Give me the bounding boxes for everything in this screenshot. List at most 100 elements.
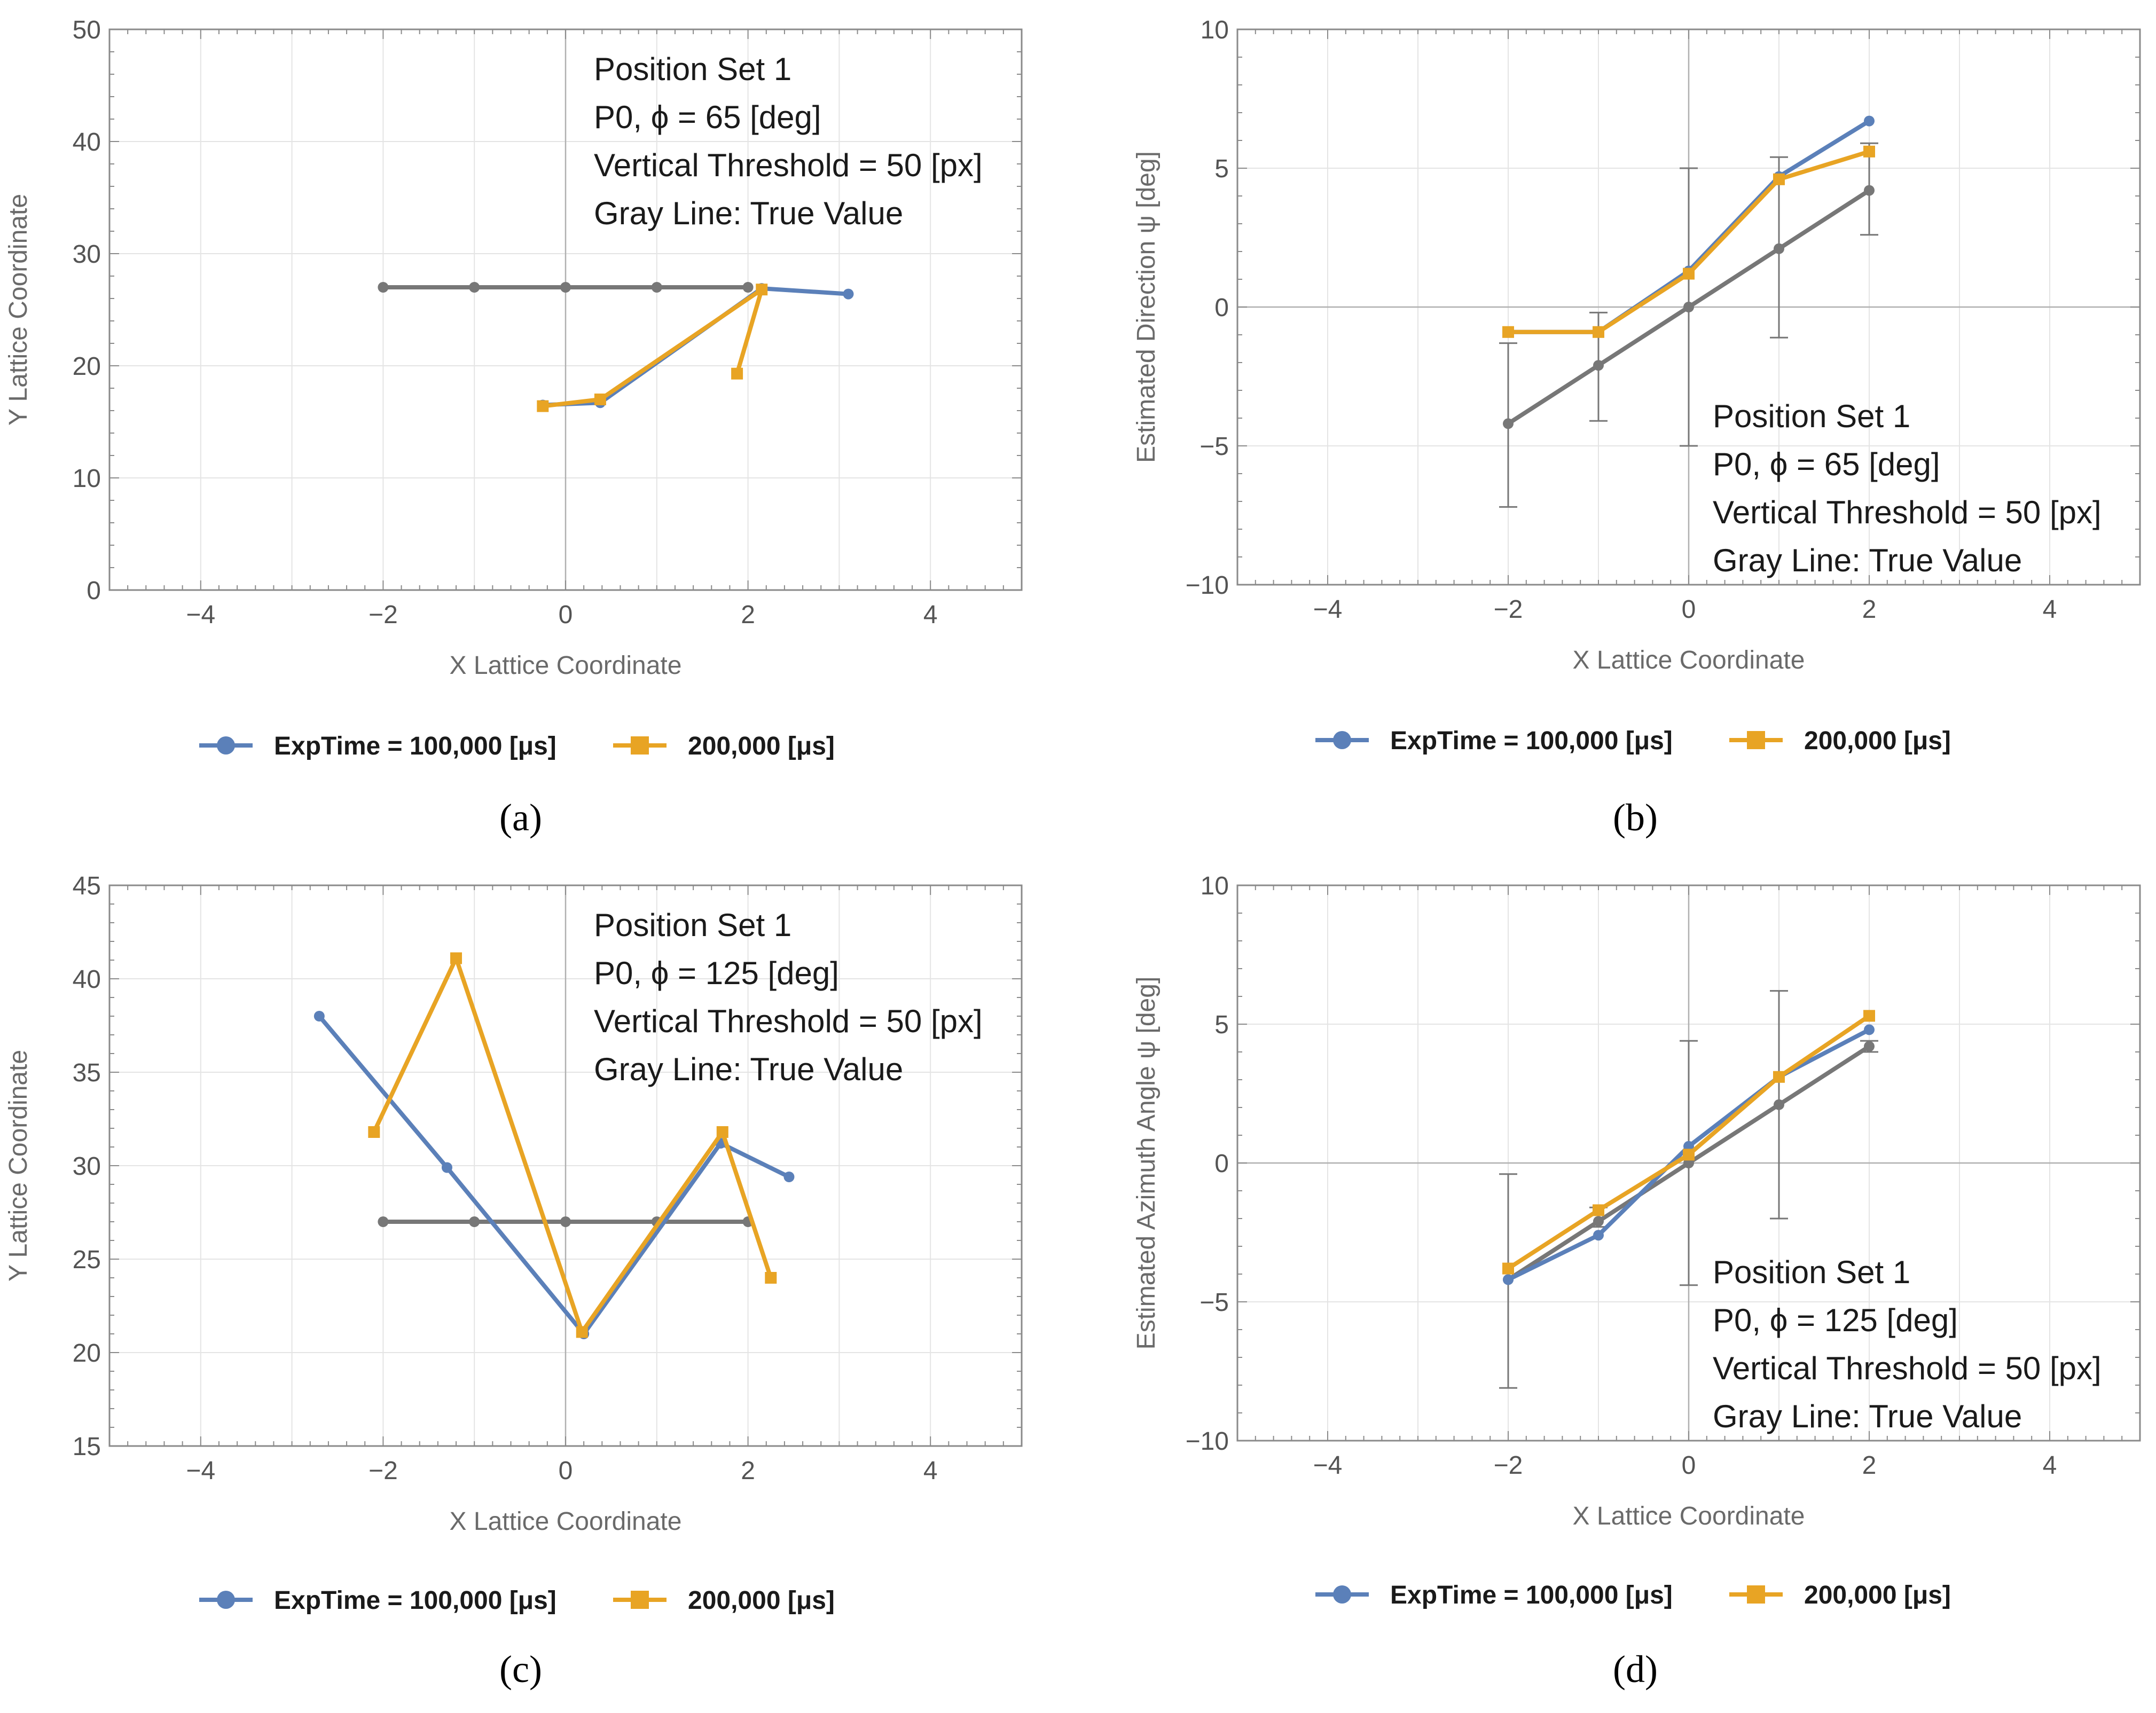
data-point-series2 — [716, 1126, 728, 1138]
data-point-series2 — [731, 367, 743, 380]
data-point-series1 — [1503, 1274, 1514, 1285]
data-point-series1 — [783, 1172, 795, 1182]
x-tick-label: −4 — [1313, 1451, 1343, 1480]
legend-marker-series2 — [1747, 731, 1765, 749]
x-tick-label: 2 — [741, 1457, 755, 1485]
y-tick-label: −5 — [1199, 433, 1229, 461]
y-tick-label: 0 — [87, 577, 101, 605]
data-point-series2 — [765, 1272, 777, 1284]
panel-caption: (a) — [499, 796, 542, 839]
y-tick-label: 5 — [1214, 1011, 1229, 1039]
series-line-series2 — [540, 287, 764, 408]
y-axis-label: Estimated Direction ψ [deg] — [1132, 151, 1161, 463]
data-point-truth — [1774, 243, 1784, 254]
data-point-series2 — [1593, 1204, 1604, 1216]
annotation-line: Vertical Threshold = 50 [px] — [594, 147, 983, 183]
legend-marker-series1 — [217, 1591, 235, 1609]
annotation-line: Position Set 1 — [594, 51, 791, 87]
y-tick-label: −5 — [1199, 1288, 1229, 1317]
panel-caption: (c) — [499, 1648, 542, 1691]
x-tick-label: −2 — [1494, 1451, 1523, 1480]
x-tick-label: −2 — [369, 1457, 398, 1485]
annotation-line: Position Set 1 — [1713, 1254, 1910, 1290]
x-axis-label: X Lattice Coordinate — [450, 1507, 682, 1536]
x-tick-label: 4 — [2043, 595, 2057, 624]
y-tick-label: 0 — [1214, 294, 1229, 322]
data-point-truth — [1864, 1041, 1875, 1052]
x-tick-label: 2 — [741, 601, 755, 629]
annotation-line: Gray Line: True Value — [1713, 543, 2022, 578]
data-point-truth — [651, 282, 662, 293]
x-axis-label: X Lattice Coordinate — [1573, 646, 1805, 674]
legend-marker-series2 — [631, 1591, 649, 1609]
x-tick-label: −2 — [1494, 595, 1523, 624]
annotation-line: P0, ϕ = 125 [deg] — [594, 955, 839, 991]
data-point-truth — [560, 282, 571, 293]
y-tick-label: 5 — [1214, 155, 1229, 183]
data-point-series1 — [843, 288, 854, 300]
y-tick-label: 35 — [73, 1059, 101, 1087]
data-point-truth — [1864, 185, 1875, 196]
data-point-series2 — [450, 952, 462, 964]
y-tick-label: 40 — [73, 128, 101, 156]
x-tick-label: −4 — [1313, 595, 1343, 624]
data-point-truth — [469, 282, 480, 293]
x-tick-label: 4 — [2043, 1451, 2057, 1480]
legend-label-series2: 200,000 [μs] — [688, 1586, 835, 1615]
data-point-series1 — [441, 1162, 452, 1173]
x-tick-label: 4 — [923, 601, 938, 629]
y-tick-label: 50 — [73, 16, 101, 44]
y-tick-label: 10 — [1201, 872, 1229, 900]
data-point-truth — [1593, 1216, 1604, 1227]
legend-marker-series1 — [1333, 1585, 1351, 1604]
data-point-series2 — [756, 284, 768, 296]
annotation-line: P0, ϕ = 65 [deg] — [594, 99, 821, 135]
data-point-truth — [469, 1216, 480, 1227]
annotation-line: P0, ϕ = 65 [deg] — [1713, 446, 1940, 482]
data-point-series2 — [1863, 145, 1875, 158]
data-point-series2 — [1773, 173, 1785, 185]
data-point-series2 — [1502, 1262, 1514, 1275]
x-tick-label: 0 — [559, 1457, 573, 1485]
x-tick-label: −4 — [186, 1457, 215, 1485]
annotation-line: Position Set 1 — [1713, 398, 1910, 434]
y-axis-label: Y Lattice Coordinate — [4, 1050, 33, 1282]
panel-caption: (b) — [1613, 796, 1658, 839]
y-tick-label: 45 — [73, 872, 101, 900]
y-tick-label: 20 — [73, 1339, 101, 1368]
data-point-truth — [742, 282, 754, 293]
y-tick-label: 30 — [73, 240, 101, 269]
legend-label-series2: 200,000 [μs] — [1804, 727, 1951, 755]
legend-label-series1: ExpTime = 100,000 [μs] — [274, 1586, 556, 1615]
data-point-truth — [560, 1216, 571, 1227]
y-tick-label: 0 — [1214, 1150, 1229, 1178]
annotation-line: Vertical Threshold = 50 [px] — [1713, 494, 2102, 530]
annotation-line: Vertical Threshold = 50 [px] — [1713, 1350, 2102, 1386]
x-tick-label: 2 — [1862, 1451, 1877, 1480]
y-axis-label: Estimated Azimuth Angle ψ [deg] — [1132, 977, 1161, 1350]
y-tick-label: 15 — [73, 1433, 101, 1461]
legend-label-series1: ExpTime = 100,000 [μs] — [1390, 1581, 1673, 1609]
legend-marker-series2 — [1747, 1585, 1765, 1604]
annotation-line: Position Set 1 — [594, 907, 791, 943]
data-point-truth — [1503, 418, 1514, 429]
y-tick-label: 10 — [1201, 16, 1229, 44]
legend-marker-series1 — [1333, 731, 1351, 749]
data-point-truth — [1593, 360, 1604, 371]
panel-b: −4 −2 0 2 4 −10 −5 0 5 10 X Lattice Coordinate Esti… — [1132, 16, 2141, 839]
data-point-series2 — [537, 400, 549, 412]
annotation-line: Gray Line: True Value — [1713, 1398, 2022, 1434]
x-tick-label: 0 — [559, 601, 573, 629]
data-point-series2 — [594, 394, 606, 405]
panel-caption: (d) — [1613, 1648, 1658, 1691]
data-point-series2 — [1683, 268, 1695, 280]
data-point-series2 — [368, 1126, 380, 1138]
legend-label-series1: ExpTime = 100,000 [μs] — [1390, 727, 1673, 755]
data-point-series2 — [1683, 1149, 1695, 1161]
y-tick-label: 30 — [73, 1152, 101, 1181]
data-point-series2 — [576, 1326, 588, 1338]
legend-marker-series1 — [217, 736, 235, 755]
y-tick-label: −10 — [1186, 571, 1229, 600]
